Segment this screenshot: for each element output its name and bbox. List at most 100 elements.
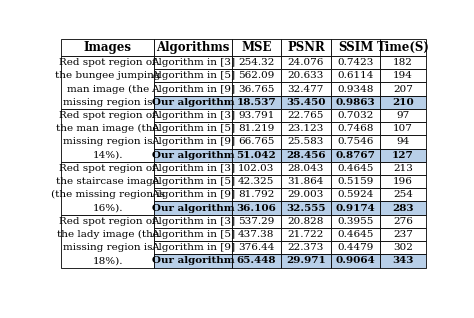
- Text: the lady image (the: the lady image (the: [57, 230, 159, 239]
- Bar: [232, 149, 281, 162]
- Bar: [281, 109, 331, 122]
- Text: 25.583: 25.583: [288, 137, 324, 147]
- Text: 196: 196: [393, 177, 413, 186]
- Bar: [154, 175, 232, 188]
- Text: 14%).: 14%).: [92, 151, 123, 160]
- Bar: [380, 188, 426, 202]
- Bar: [281, 175, 331, 188]
- Text: 22.765: 22.765: [288, 111, 324, 120]
- Bar: [331, 162, 380, 175]
- Bar: [154, 135, 232, 149]
- Bar: [331, 215, 380, 228]
- Text: 29.971: 29.971: [286, 257, 326, 266]
- Bar: [331, 96, 380, 109]
- Text: 28.456: 28.456: [286, 151, 326, 160]
- Text: 31.864: 31.864: [288, 177, 324, 186]
- Bar: [154, 188, 232, 202]
- Text: 0.9863: 0.9863: [336, 98, 375, 107]
- Text: Algorithm in [3]: Algorithm in [3]: [151, 58, 235, 67]
- Text: 302: 302: [393, 243, 413, 252]
- Text: missing region is: missing region is: [63, 243, 153, 252]
- Bar: [61, 162, 154, 215]
- Text: 0.8767: 0.8767: [336, 151, 375, 160]
- Text: 107: 107: [393, 124, 413, 133]
- Text: 194: 194: [393, 71, 413, 80]
- Bar: [331, 56, 380, 69]
- Bar: [380, 175, 426, 188]
- Bar: [331, 175, 380, 188]
- Bar: [232, 39, 281, 56]
- Bar: [380, 69, 426, 82]
- Bar: [331, 149, 380, 162]
- Bar: [380, 135, 426, 149]
- Text: missing region is: missing region is: [63, 98, 153, 107]
- Text: Time(S): Time(S): [377, 41, 429, 54]
- Bar: [232, 69, 281, 82]
- Bar: [232, 241, 281, 254]
- Bar: [281, 228, 331, 241]
- Bar: [281, 56, 331, 69]
- Text: 376.44: 376.44: [238, 243, 274, 252]
- Bar: [232, 109, 281, 122]
- Text: missing region is: missing region is: [63, 137, 153, 147]
- Bar: [380, 149, 426, 162]
- Bar: [281, 39, 331, 56]
- Text: 127: 127: [392, 151, 414, 160]
- Bar: [154, 215, 232, 228]
- Text: 32.555: 32.555: [286, 204, 326, 213]
- Text: 0.4479: 0.4479: [337, 243, 374, 252]
- Text: 237: 237: [393, 230, 413, 239]
- Text: 65.448: 65.448: [237, 257, 276, 266]
- Text: 36.106: 36.106: [237, 204, 276, 213]
- Text: the bungee jumping: the bungee jumping: [55, 71, 160, 80]
- Text: Our algorithm: Our algorithm: [152, 151, 234, 160]
- Text: 0.7423: 0.7423: [337, 58, 374, 67]
- Text: Algorithm in [9]: Algorithm in [9]: [151, 190, 235, 199]
- Bar: [232, 215, 281, 228]
- Text: 0.5924: 0.5924: [337, 190, 374, 199]
- Text: Algorithm in [5]: Algorithm in [5]: [151, 71, 235, 80]
- Text: 276: 276: [393, 217, 413, 226]
- Text: 343: 343: [392, 257, 414, 266]
- Text: Algorithm in [5]: Algorithm in [5]: [151, 177, 235, 186]
- Text: 182: 182: [393, 58, 413, 67]
- Text: 0.7468: 0.7468: [337, 124, 374, 133]
- Bar: [154, 109, 232, 122]
- Text: Algorithm in [5]: Algorithm in [5]: [151, 230, 235, 239]
- Text: 81.792: 81.792: [238, 190, 274, 199]
- Bar: [331, 122, 380, 135]
- Bar: [331, 39, 380, 56]
- Bar: [232, 188, 281, 202]
- Bar: [154, 69, 232, 82]
- Text: 29.003: 29.003: [288, 190, 324, 199]
- Text: 93.791: 93.791: [238, 111, 274, 120]
- Bar: [154, 241, 232, 254]
- Bar: [281, 122, 331, 135]
- Text: 20.633: 20.633: [288, 71, 324, 80]
- Text: 537.29: 537.29: [238, 217, 274, 226]
- Text: 66.765: 66.765: [238, 137, 274, 147]
- Bar: [331, 254, 380, 267]
- Bar: [331, 109, 380, 122]
- Bar: [281, 149, 331, 162]
- Text: 0.5159: 0.5159: [337, 177, 374, 186]
- Bar: [380, 109, 426, 122]
- Bar: [331, 202, 380, 215]
- Bar: [154, 82, 232, 96]
- Text: 42.325: 42.325: [238, 177, 274, 186]
- Text: 21.722: 21.722: [288, 230, 324, 239]
- Bar: [232, 202, 281, 215]
- Text: 24.076: 24.076: [288, 58, 324, 67]
- Bar: [331, 82, 380, 96]
- Text: 51.042: 51.042: [237, 151, 276, 160]
- Bar: [154, 56, 232, 69]
- Text: 18%).: 18%).: [92, 257, 123, 266]
- Bar: [154, 39, 232, 56]
- Bar: [380, 162, 426, 175]
- Text: 254: 254: [393, 190, 413, 199]
- Text: 0.9174: 0.9174: [336, 204, 375, 213]
- Text: Algorithm in [3]: Algorithm in [3]: [151, 164, 235, 173]
- Bar: [281, 82, 331, 96]
- Bar: [232, 122, 281, 135]
- Text: man image (the: man image (the: [66, 85, 149, 94]
